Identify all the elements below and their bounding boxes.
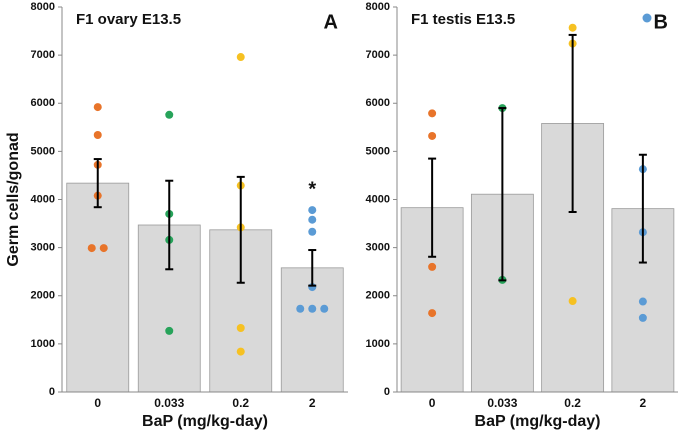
data-point: [236, 53, 245, 62]
decor-dot: [642, 13, 652, 23]
panel-label: A: [324, 11, 338, 33]
x-tick-label: 0.2: [232, 396, 249, 410]
y-tick-label: 7000: [31, 49, 55, 61]
data-point: [428, 262, 437, 271]
y-axis-label: Germ cells/gonad: [5, 132, 22, 266]
x-tick-label: 0: [94, 396, 101, 410]
data-point: [236, 323, 245, 332]
x-tick-label: 2: [309, 396, 316, 410]
data-point: [165, 326, 174, 335]
panel-label: B: [654, 11, 668, 33]
x-tick-label: 2: [640, 396, 647, 410]
data-point: [428, 131, 437, 140]
chart-title: F1 testis E13.5: [411, 11, 515, 28]
y-tick-label: 5000: [31, 145, 55, 157]
data-point: [308, 206, 317, 215]
y-tick-label: 4000: [366, 193, 390, 205]
data-point: [236, 347, 245, 356]
data-point: [99, 244, 108, 253]
y-tick-label: 8000: [366, 1, 390, 13]
data-point: [296, 304, 305, 313]
y-tick-label: 5000: [366, 145, 390, 157]
data-point: [568, 23, 577, 32]
x-tick-label: 0: [429, 396, 436, 410]
y-tick-label: 3000: [31, 242, 55, 254]
data-point: [428, 109, 437, 118]
y-tick-label: 4000: [31, 193, 55, 205]
x-axis-label: BaP (mg/kg-day): [475, 413, 601, 430]
bar: [66, 182, 130, 393]
x-axis-label: BaP (mg/kg-day): [142, 413, 268, 430]
data-point: [568, 297, 577, 306]
annotation: *: [308, 178, 316, 200]
x-tick-label: 0.033: [487, 396, 517, 410]
y-tick-label: 8000: [31, 1, 55, 13]
data-point: [308, 304, 317, 313]
y-tick-label: 3000: [366, 242, 390, 254]
y-tick-label: 6000: [31, 97, 55, 109]
y-tick-label: 7000: [366, 49, 390, 61]
data-point: [308, 215, 317, 224]
y-tick-label: 1000: [366, 338, 390, 350]
y-tick-label: 2000: [31, 290, 55, 302]
data-point: [87, 244, 96, 253]
data-point: [428, 309, 437, 318]
data-point: [638, 297, 647, 306]
chart-title: F1 ovary E13.5: [76, 11, 181, 28]
y-tick-label: 0: [384, 386, 390, 398]
y-tick-label: 1000: [31, 338, 55, 350]
data-point: [93, 131, 102, 140]
y-tick-label: 6000: [366, 97, 390, 109]
data-point: [638, 313, 647, 322]
data-point: [308, 227, 317, 236]
y-tick-label: 2000: [366, 290, 390, 302]
data-point: [93, 103, 102, 112]
x-tick-label: 0.033: [154, 396, 184, 410]
data-point: [165, 110, 174, 119]
data-point: [320, 304, 329, 313]
x-tick-label: 0.2: [564, 396, 581, 410]
y-tick-label: 0: [49, 386, 55, 398]
